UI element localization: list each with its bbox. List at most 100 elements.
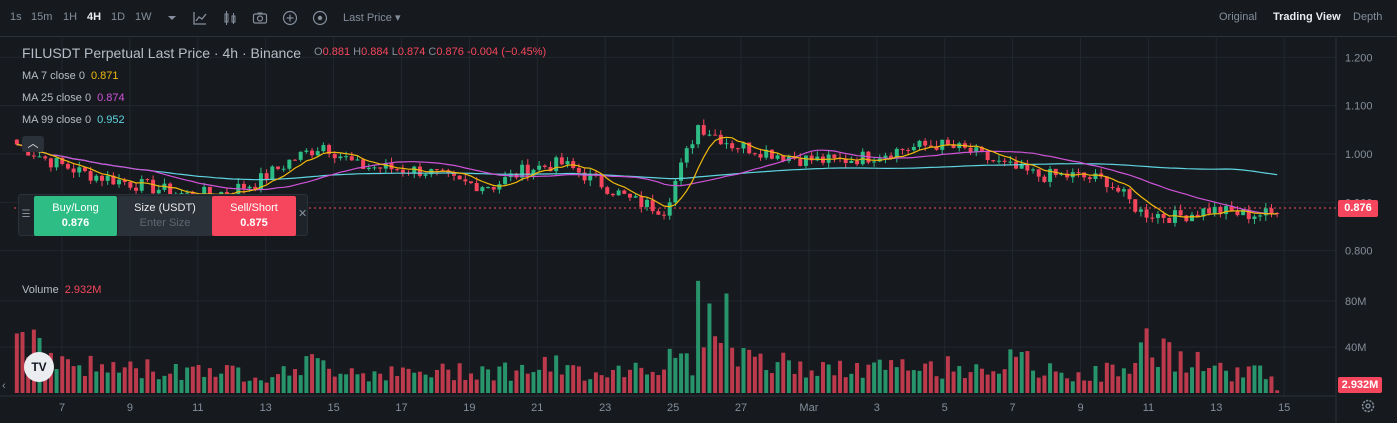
volume-bar bbox=[1172, 371, 1177, 393]
candle-body bbox=[400, 169, 405, 173]
interval-1h[interactable]: 1H bbox=[63, 11, 78, 23]
chevron-up-icon: ︿ bbox=[27, 138, 39, 150]
candle-body bbox=[645, 199, 649, 208]
candle-body bbox=[1019, 163, 1024, 169]
candle-body bbox=[928, 145, 933, 147]
volume-bar bbox=[1093, 365, 1098, 393]
time-tick-label: 13 bbox=[1210, 402, 1222, 414]
ma7-label: MA 7 close 0 bbox=[22, 70, 85, 82]
buy-long-button[interactable]: Buy/Long 0.876 bbox=[34, 196, 117, 236]
volume-bar bbox=[548, 371, 553, 393]
candle-body bbox=[327, 145, 332, 154]
candle-body bbox=[588, 173, 593, 181]
candle-body bbox=[361, 159, 366, 170]
gear-icon[interactable] bbox=[1360, 398, 1376, 414]
candle-body bbox=[156, 189, 161, 194]
scroll-left-icon[interactable]: ‹ bbox=[2, 380, 6, 392]
add-circle-icon[interactable] bbox=[282, 10, 298, 26]
volume-bar bbox=[236, 367, 241, 393]
settings-circle-icon[interactable] bbox=[312, 10, 328, 26]
candle-body bbox=[1201, 208, 1206, 217]
interval-4h[interactable]: 4H bbox=[87, 11, 102, 23]
drag-handle-icon[interactable]: ☰ bbox=[21, 209, 31, 220]
volume-bar bbox=[917, 370, 922, 393]
candle-body bbox=[1235, 211, 1240, 216]
tradingview-logo[interactable]: TV bbox=[24, 352, 54, 382]
volume-bar bbox=[968, 372, 973, 393]
time-tick-label: 11 bbox=[1143, 402, 1154, 414]
interval-1s[interactable]: 1s bbox=[10, 11, 22, 23]
volume-bar bbox=[14, 333, 19, 393]
volume-bar bbox=[554, 355, 559, 393]
candle-body bbox=[520, 164, 525, 178]
volume-bar bbox=[786, 360, 791, 393]
size-input[interactable]: Size (USDT) Enter Size bbox=[118, 196, 212, 236]
candle-body bbox=[134, 187, 139, 191]
volume-bar bbox=[1138, 342, 1143, 393]
price-type-select[interactable]: Last Price ▾ bbox=[343, 11, 401, 24]
candle-body bbox=[224, 191, 229, 194]
interval-dropdown-icon[interactable] bbox=[164, 10, 180, 26]
volume-tick-label: 40M bbox=[1345, 342, 1366, 354]
volume-bar bbox=[514, 370, 519, 393]
volume-bar bbox=[593, 372, 598, 393]
candle-body bbox=[378, 167, 383, 169]
ma7-legend[interactable]: MA 7 close 0 0.871 bbox=[22, 70, 119, 82]
volume-bar bbox=[996, 373, 1001, 393]
candle-body bbox=[1161, 214, 1166, 218]
sell-short-button[interactable]: Sell/Short 0.875 bbox=[212, 196, 296, 236]
volume-bar bbox=[128, 361, 133, 393]
volume-bar bbox=[622, 377, 627, 393]
indicators-icon[interactable] bbox=[192, 10, 208, 26]
time-tick-label: Mar bbox=[799, 402, 818, 414]
volume-bar bbox=[423, 374, 428, 393]
camera-icon[interactable] bbox=[252, 10, 268, 26]
volume-bar bbox=[1190, 367, 1194, 393]
candle-body bbox=[934, 146, 939, 150]
ma99-line bbox=[16, 143, 1278, 181]
chevron-down-icon: ▾ bbox=[394, 12, 401, 24]
collapse-legend-button[interactable]: ︿ bbox=[22, 136, 44, 152]
volume-bar bbox=[1178, 351, 1183, 393]
candle-body bbox=[332, 153, 337, 159]
candle-body bbox=[752, 153, 757, 155]
volume-bar bbox=[145, 359, 150, 393]
high-key: H bbox=[353, 46, 362, 58]
volume-bar bbox=[389, 366, 394, 393]
candle-body bbox=[906, 150, 911, 152]
volume-bar bbox=[832, 375, 837, 393]
candle-body bbox=[440, 169, 445, 171]
volume-bar bbox=[293, 369, 298, 393]
volume-bar bbox=[111, 362, 116, 393]
volume-bar bbox=[213, 376, 218, 393]
ma99-legend[interactable]: MA 99 close 0 0.952 bbox=[22, 114, 125, 126]
candle-body bbox=[281, 168, 286, 170]
volume-bar bbox=[463, 379, 468, 393]
view-trading-view[interactable]: Trading View bbox=[1273, 11, 1341, 23]
volume-bar bbox=[656, 375, 661, 393]
candle-body bbox=[582, 172, 587, 181]
volume-bar bbox=[1258, 365, 1263, 393]
chart-type-candles-icon[interactable] bbox=[222, 10, 238, 26]
volume-bar bbox=[741, 348, 746, 393]
volume-bar bbox=[758, 353, 763, 393]
candle-body bbox=[82, 167, 87, 172]
candle-body bbox=[366, 167, 371, 170]
candle-body bbox=[889, 155, 894, 159]
volume-bar bbox=[889, 360, 894, 393]
ma25-legend[interactable]: MA 25 close 0 0.874 bbox=[22, 92, 125, 104]
price-tick-label: 0.800 bbox=[1345, 246, 1373, 258]
close-icon[interactable]: ✕ bbox=[298, 208, 308, 220]
candle-body bbox=[264, 173, 269, 180]
volume-bar bbox=[792, 373, 797, 393]
interval-1w[interactable]: 1W bbox=[135, 11, 152, 23]
view-original[interactable]: Original bbox=[1219, 11, 1257, 23]
interval-1d[interactable]: 1D bbox=[111, 11, 126, 23]
view-depth[interactable]: Depth bbox=[1353, 11, 1383, 23]
volume-bar bbox=[565, 365, 570, 393]
volume-bar bbox=[962, 378, 967, 393]
volume-bar bbox=[179, 379, 184, 393]
interval-15m[interactable]: 15m bbox=[31, 11, 53, 23]
volume-bar bbox=[270, 377, 275, 393]
volume-bar bbox=[1161, 338, 1166, 393]
